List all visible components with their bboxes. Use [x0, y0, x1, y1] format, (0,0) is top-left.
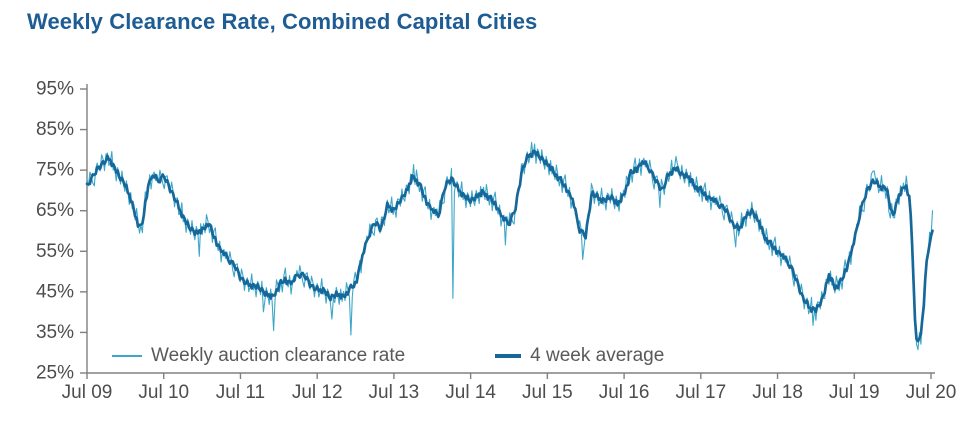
y-tick-label: 85%: [36, 119, 74, 140]
y-tick-label: 55%: [36, 241, 74, 262]
x-tick-label: Jul 13: [369, 382, 420, 403]
x-tick-label: Jul 14: [445, 382, 496, 403]
x-tick-label: Jul 16: [599, 382, 650, 403]
y-tick-label: 45%: [36, 281, 74, 302]
x-tick-label: Jul 18: [752, 382, 803, 403]
y-tick-label: 75%: [36, 160, 74, 181]
avg-line-swatch: [495, 354, 522, 358]
y-tick-label: 35%: [36, 322, 74, 343]
chart-legend: Weekly auction clearance rate 4 week ave…: [112, 345, 664, 367]
legend-label-average: 4 week average: [530, 345, 665, 366]
x-tick-label: Jul 15: [522, 382, 573, 403]
x-tick-label: Jul 12: [292, 382, 343, 403]
x-tick-label: Jul 11: [216, 382, 265, 403]
y-tick-label: 25%: [36, 363, 74, 384]
legend-label-weekly: Weekly auction clearance rate: [151, 345, 406, 366]
legend-item-weekly: Weekly auction clearance rate: [112, 345, 405, 367]
x-tick-label: Jul 17: [675, 382, 726, 403]
x-tick-label: Jul 10: [138, 382, 189, 403]
legend-item-average: 4 week average: [495, 345, 664, 367]
four-week-average-line: [85, 149, 934, 343]
chart-title: Weekly Clearance Rate, Combined Capital …: [27, 9, 538, 34]
y-tick-label: 65%: [36, 200, 74, 221]
x-tick-label: Jul 19: [829, 382, 880, 403]
weekly-clearance-line: [86, 141, 934, 351]
weekly-line-swatch: [112, 355, 142, 357]
x-tick-label: Jul 20: [906, 382, 957, 403]
y-tick-label: 95%: [36, 79, 74, 100]
x-tick-label: Jul 09: [62, 382, 113, 403]
